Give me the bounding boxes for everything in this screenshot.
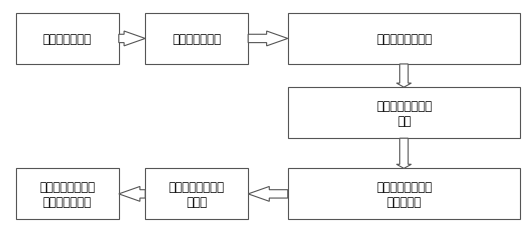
FancyBboxPatch shape: [145, 14, 248, 65]
FancyBboxPatch shape: [288, 88, 520, 139]
Text: 关闭系统，并分析
保存的力学数据: 关闭系统，并分析 保存的力学数据: [39, 180, 96, 208]
FancyBboxPatch shape: [288, 14, 520, 65]
FancyBboxPatch shape: [16, 169, 119, 219]
Polygon shape: [248, 187, 288, 201]
FancyBboxPatch shape: [16, 14, 119, 65]
Text: 剪断棉线，实现瞬
时释放: 剪断棉线，实现瞬 时释放: [168, 180, 225, 208]
Polygon shape: [397, 139, 411, 169]
Polygon shape: [119, 32, 145, 47]
Polygon shape: [119, 187, 145, 201]
Text: 检查各传感器正常
工作: 检查各传感器正常 工作: [376, 99, 432, 127]
FancyBboxPatch shape: [288, 169, 520, 219]
Text: 按试验要求填土: 按试验要求填土: [43, 33, 92, 46]
FancyBboxPatch shape: [145, 169, 248, 219]
Text: 连接各数据通道: 连接各数据通道: [172, 33, 221, 46]
Text: 开启数据采集系统: 开启数据采集系统: [376, 33, 432, 46]
Polygon shape: [248, 32, 288, 47]
Text: 将冲击筒上升固定
至指定高度: 将冲击筒上升固定 至指定高度: [376, 180, 432, 208]
Polygon shape: [397, 65, 411, 88]
